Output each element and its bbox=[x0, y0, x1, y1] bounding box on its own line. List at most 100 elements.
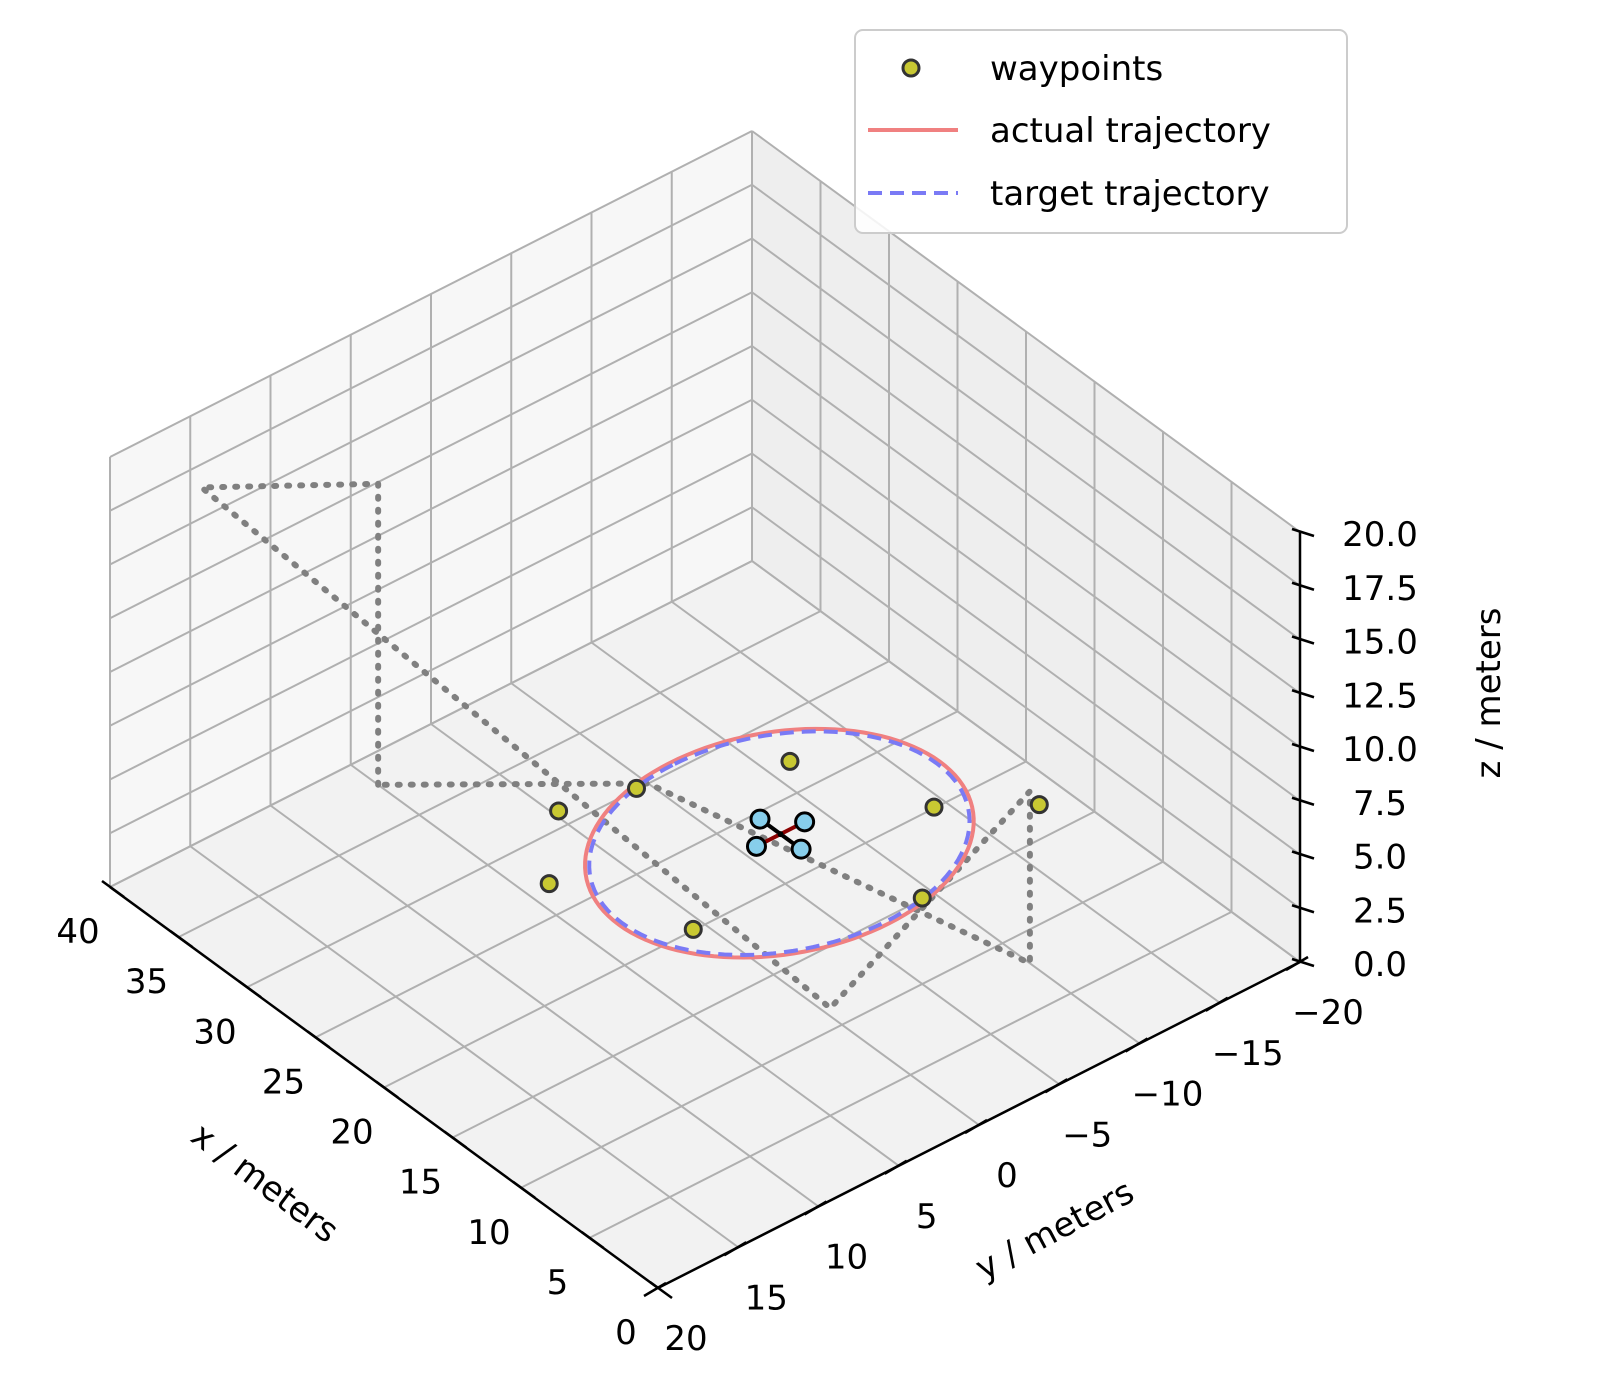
grid-line-backwall-z bbox=[751, 398, 1301, 802]
axes: 0 5 10 15 20 25 30 35 40 20 15 10 5 0 −5 −10−15−20 0.0 2.… bbox=[56, 515, 1417, 1359]
x-tick bbox=[580, 1230, 605, 1249]
x-tick-label: 25 bbox=[262, 1062, 305, 1102]
legend-waypoint-marker bbox=[901, 58, 921, 78]
x-tick bbox=[306, 1030, 331, 1049]
z-tick bbox=[1291, 904, 1315, 914]
grid-line-floor-y bbox=[189, 845, 739, 1249]
quadrotor-center bbox=[777, 831, 784, 838]
legend-frame bbox=[854, 29, 1348, 234]
z-tick-label: 0.0 bbox=[1353, 945, 1407, 985]
z-axis-title: z / meters bbox=[1469, 608, 1509, 779]
target-trajectory-line bbox=[587, 729, 972, 957]
x-tick bbox=[101, 879, 125, 899]
y-tick bbox=[1205, 996, 1229, 1012]
z-tick bbox=[1291, 527, 1315, 538]
grid-line-backwall-z bbox=[751, 506, 1301, 910]
x-axis-title: x / meters bbox=[183, 1115, 345, 1251]
y-axis-title: y / meters bbox=[969, 1172, 1141, 1289]
x-tick-label: 30 bbox=[193, 1012, 236, 1052]
x-tick-label: 10 bbox=[467, 1213, 510, 1253]
legend-label-actual-trajectory: actual trajectory bbox=[990, 111, 1271, 151]
z-tick-label: 10.0 bbox=[1342, 730, 1418, 770]
y-tick bbox=[1285, 955, 1309, 972]
grid-line-sidewall-z bbox=[109, 345, 753, 673]
z-tick bbox=[1291, 796, 1315, 806]
y-tick bbox=[723, 1241, 747, 1257]
z-tick-label: 5.0 bbox=[1353, 838, 1407, 878]
z-tick-label: 12.5 bbox=[1342, 676, 1418, 716]
y-tick-label: 20 bbox=[664, 1319, 707, 1359]
y-tick-label: 5 bbox=[916, 1197, 938, 1237]
legend-item-waypoints: waypoints bbox=[901, 49, 1163, 89]
grid-line-sidewall-z bbox=[109, 398, 753, 727]
z-tick bbox=[1291, 689, 1315, 699]
grid-line-sidewall-z bbox=[109, 452, 753, 781]
y-tick-label: −20 bbox=[1292, 993, 1364, 1033]
waypoint-marker bbox=[683, 919, 703, 939]
x-tick-label: 0 bbox=[615, 1313, 637, 1353]
grid-line-backwall-z bbox=[751, 452, 1301, 856]
z-tick bbox=[1291, 581, 1315, 591]
z-tick-label: 17.5 bbox=[1342, 569, 1418, 609]
z-tick-label: 7.5 bbox=[1353, 784, 1407, 824]
grid-line-floor-y bbox=[350, 763, 900, 1167]
z-tick bbox=[1291, 742, 1315, 753]
grid-line-sidewall-z bbox=[109, 506, 753, 835]
x-tick bbox=[169, 930, 194, 949]
x-tick-label: 5 bbox=[547, 1263, 569, 1303]
z-tick bbox=[1291, 635, 1315, 645]
y-tick-label: −5 bbox=[1062, 1115, 1112, 1155]
grid-line-backwall-z bbox=[751, 237, 1301, 641]
x-tick bbox=[512, 1180, 536, 1199]
x-tick bbox=[443, 1130, 468, 1149]
x-tick bbox=[238, 980, 262, 999]
grid-line-backwall-z bbox=[751, 130, 1301, 533]
x-tick bbox=[649, 1280, 673, 1300]
z-tick bbox=[1291, 850, 1315, 860]
x-tick-label: 35 bbox=[125, 962, 168, 1002]
grid-line-backwall-z bbox=[751, 560, 1301, 963]
x-tick-label: 15 bbox=[399, 1163, 442, 1203]
legend-item-actual-trajectory: actual trajectory bbox=[868, 111, 1271, 151]
grid-line-backwall-z bbox=[751, 183, 1301, 587]
grid-line-sidewall-z bbox=[109, 237, 753, 566]
y-tick bbox=[803, 1200, 828, 1216]
quadrotor-rotor bbox=[749, 808, 771, 830]
grid-line-floor-y bbox=[590, 641, 1141, 1045]
waypoint-marker bbox=[780, 751, 800, 771]
z-tick-label: 15.0 bbox=[1342, 623, 1418, 663]
plot-area bbox=[193, 480, 1049, 1013]
quadrotor-rotor bbox=[794, 811, 816, 833]
grid-line-sidewall-z bbox=[109, 130, 753, 458]
y-tick-label: −10 bbox=[1132, 1075, 1204, 1115]
legend-label-target-trajectory: target trajectory bbox=[990, 174, 1270, 214]
grid-line-sidewall-z bbox=[109, 291, 753, 620]
waypoint-marker bbox=[627, 778, 646, 798]
grid-line-backwall-z bbox=[751, 345, 1301, 748]
y-tick-label: 15 bbox=[745, 1278, 788, 1318]
grid-line-floor-y bbox=[671, 600, 1221, 1004]
z-tick-label: 20.0 bbox=[1342, 515, 1418, 555]
grid-line-floor-y bbox=[510, 682, 1060, 1086]
y-tick-label: 0 bbox=[996, 1156, 1018, 1196]
waypoint-marker bbox=[912, 888, 932, 908]
waypoint-marker bbox=[924, 797, 944, 817]
grid-line-sidewall-z bbox=[109, 560, 753, 888]
y-tick bbox=[964, 1118, 988, 1135]
z-tick-label: 2.5 bbox=[1353, 891, 1407, 931]
y-tick bbox=[884, 1159, 908, 1175]
legend-label-waypoints: waypoints bbox=[990, 49, 1163, 89]
y-tick bbox=[643, 1281, 667, 1298]
actual-trajectory-line bbox=[583, 726, 976, 960]
grid-line-sidewall-z bbox=[109, 183, 753, 512]
grid-lines bbox=[109, 130, 1301, 1289]
x-tick bbox=[375, 1080, 399, 1099]
y-tick bbox=[1044, 1078, 1068, 1094]
y-tick-label: −15 bbox=[1212, 1034, 1284, 1074]
y-tick bbox=[1124, 1037, 1149, 1053]
quadrotor-rotor bbox=[745, 835, 767, 857]
x-tick-label: 20 bbox=[330, 1113, 373, 1153]
z-tick bbox=[1291, 957, 1315, 968]
grid-line-backwall-z bbox=[751, 291, 1301, 695]
